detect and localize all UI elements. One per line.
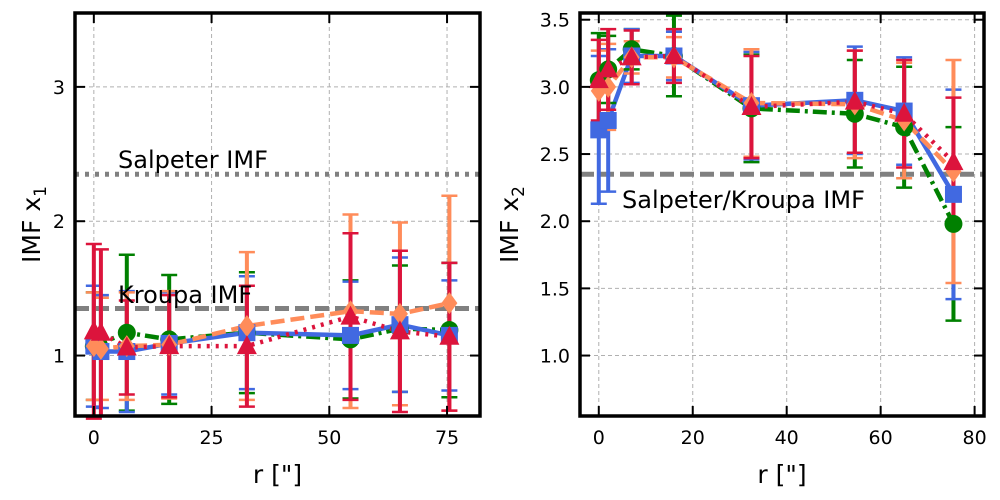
data-point	[389, 320, 410, 340]
y-axis-label-subscript: 2	[509, 186, 529, 197]
data-point	[159, 335, 180, 355]
y-tick-label: 3.0	[540, 77, 570, 99]
x-tick-label: 50	[317, 427, 341, 449]
y-tick-label: 2.5	[540, 144, 570, 166]
y-tick-label: 2	[53, 211, 65, 233]
data-point	[588, 69, 609, 89]
chart-panel-2: Salpeter/Kroupa IMF 0 20 40 60 80 1.0 1.5 2.0 2.5…	[495, 10, 987, 489]
y-tick-label: 1.0	[540, 346, 570, 368]
data-point	[741, 96, 762, 116]
x-axis-label: r ["]	[253, 460, 302, 489]
data-point	[943, 151, 964, 171]
y-tick-label: 1.5	[540, 278, 570, 300]
y-axis-label: IMF x2	[495, 186, 529, 263]
y-axis-label: IMF x1	[17, 186, 51, 263]
data-point	[663, 44, 684, 64]
y-axis-label-subscript: 1	[31, 186, 51, 197]
y-tick-label: 3	[53, 77, 65, 99]
data-point	[117, 323, 136, 342]
x-axis-label: r ["]	[757, 460, 806, 489]
y-tick-label: 2.0	[540, 211, 570, 233]
data-point	[90, 321, 111, 341]
data-point	[391, 302, 408, 325]
x-tick-label: 20	[681, 427, 705, 449]
data-point	[439, 325, 460, 345]
x-tick-label: 25	[199, 427, 223, 449]
data-point	[341, 326, 359, 344]
data-point	[92, 337, 109, 360]
y-tick-label: 1	[53, 346, 65, 368]
x-tick-label: 0	[593, 427, 605, 449]
data-point	[944, 185, 962, 203]
data-point	[599, 111, 617, 129]
axes-frame	[578, 11, 986, 418]
reference-line-label: Kroupa IMF	[118, 281, 252, 309]
axes-frame	[73, 11, 482, 418]
data-point	[236, 335, 257, 355]
data-point	[238, 314, 255, 337]
data-point	[340, 305, 361, 325]
reference-line-label: Salpeter/Kroupa IMF	[622, 186, 865, 214]
data-point	[621, 46, 642, 66]
data-point	[894, 102, 915, 122]
x-tick-label: 75	[435, 427, 459, 449]
data-point	[844, 90, 865, 110]
x-tick-label: 40	[775, 427, 799, 449]
chart-panel-1: Salpeter IMF Kroupa IMF 0 25 50 75 1 2 3 r ["] IMF…	[17, 11, 482, 489]
data-point	[441, 292, 458, 315]
data-point	[116, 336, 137, 356]
y-tick-label: 3.5	[540, 10, 570, 32]
x-tick-label: 80	[963, 427, 987, 449]
data-point	[944, 214, 963, 233]
x-tick-label: 0	[88, 427, 100, 449]
reference-line-label: Salpeter IMF	[118, 146, 268, 174]
x-tick-label: 60	[869, 427, 893, 449]
data-point	[598, 58, 619, 78]
